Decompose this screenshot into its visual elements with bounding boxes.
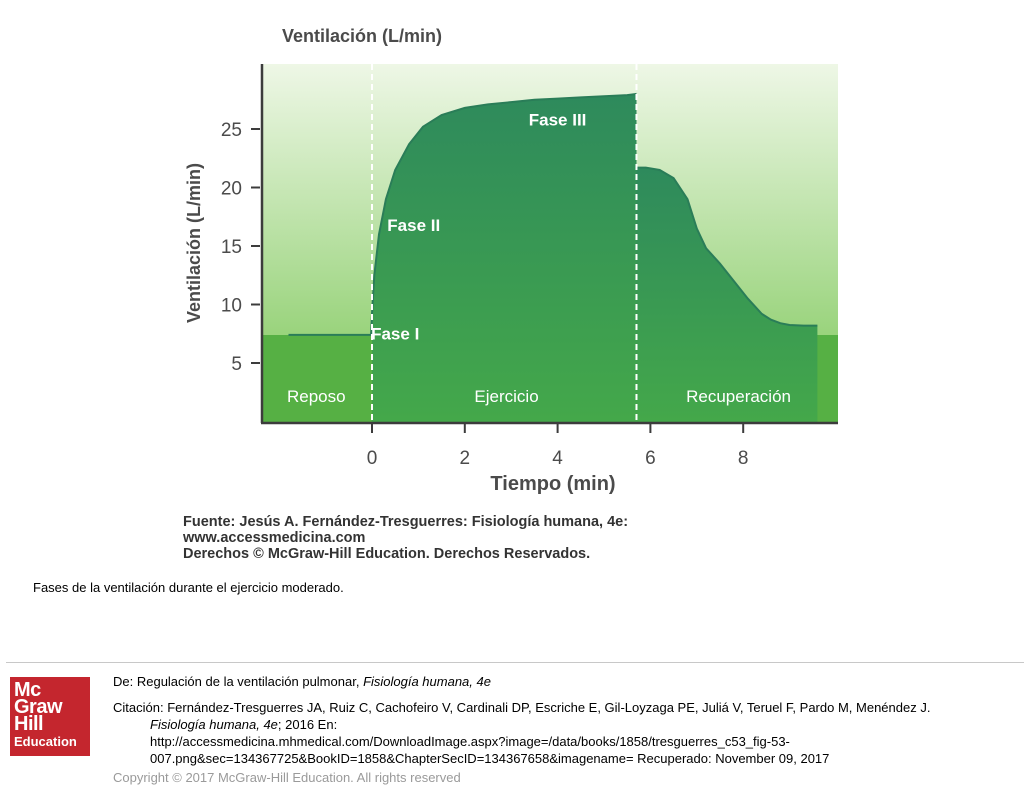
credit-line-3: Derechos © McGraw-Hill Education. Derech… [183, 546, 590, 562]
citation-book: Fisiología humana, 4e [150, 717, 278, 732]
citation-url-cont: 007.png&sec=134367725&BookID=1858&Chapte… [150, 751, 830, 766]
y-tick-label: 25 [221, 120, 242, 141]
y-tick-label: 5 [231, 354, 242, 375]
citation-block: De: Regulación de la ventilación pulmona… [113, 673, 1018, 786]
credit-line-1: Fuente: Jesús A. Fernández-Tresguerres: … [183, 514, 628, 530]
phase-label-1: Fase I [371, 325, 419, 344]
period-label-1: Ejercicio [474, 387, 538, 406]
x-axis-label: Tiempo (min) [490, 473, 615, 495]
mcgraw-hill-logo: Mc Graw Hill Education [10, 677, 90, 756]
phase-label-3: Fase III [529, 110, 587, 129]
copyright: Copyright © 2017 McGraw-Hill Education. … [113, 770, 461, 785]
series-line-1 [636, 166, 818, 327]
exercise-area [372, 93, 637, 424]
y-tick-label: 20 [221, 179, 242, 200]
x-tick-label: 4 [552, 448, 563, 469]
footer-divider [6, 662, 1024, 663]
credit-line-2: www.accessmedicina.com [182, 530, 365, 546]
citation-url[interactable]: http://accessmedicina.mhmedical.com/Down… [150, 734, 790, 749]
phase-label-2: Fase II [387, 216, 440, 235]
ventilation-chart: 5 10 15 20 25 0 2 4 6 8 Fase I Fase II Fase III Repo… [182, 26, 838, 562]
citation: Citación: Fernández-Tresguerres JA, Ruiz… [113, 699, 1018, 767]
figure-caption: Fases de la ventilación durante el ejerc… [33, 580, 344, 595]
x-tick-label: 2 [460, 448, 471, 469]
y-tick-label: 15 [221, 237, 242, 258]
y-tick-label: 10 [221, 296, 242, 317]
source-line: De: Regulación de la ventilación pulmona… [113, 674, 491, 689]
period-label-2: Recuperación [686, 387, 791, 406]
y-axis-label: Ventilación (L/min) [184, 163, 204, 323]
x-tick-label: 0 [367, 448, 378, 469]
x-tick-label: 8 [738, 448, 749, 469]
period-label-0: Reposo [287, 387, 346, 406]
source-book: Fisiología humana, 4e [363, 674, 491, 689]
recovery-area [636, 167, 818, 423]
chart-title: Ventilación (L/min) [282, 26, 442, 46]
x-tick-label: 6 [645, 448, 656, 469]
